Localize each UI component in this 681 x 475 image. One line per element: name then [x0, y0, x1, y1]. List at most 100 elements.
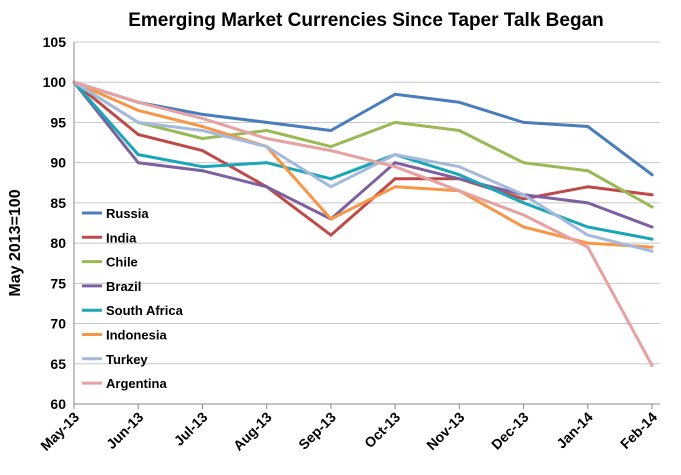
x-tick-label: May-13: [37, 409, 82, 454]
data-point-argentina: [393, 165, 397, 169]
x-tick-label: Jun-13: [103, 409, 146, 452]
data-point-russia: [522, 120, 526, 124]
series-line-brazil: [72, 80, 654, 229]
data-point-turkey: [650, 249, 654, 253]
data-point-turkey: [200, 128, 204, 132]
legend-label-turkey: Turkey: [106, 352, 148, 367]
y-tick-label: 60: [50, 396, 66, 412]
y-tick-label: 105: [43, 34, 67, 50]
x-tick-label: Feb-14: [617, 409, 660, 452]
data-point-turkey: [265, 145, 269, 149]
legend-label-brazil: Brazil: [106, 279, 141, 294]
data-point-south-africa: [522, 201, 526, 205]
chart-title: Emerging Market Currencies Since Taper T…: [128, 10, 604, 31]
data-point-argentina: [522, 213, 526, 217]
data-point-russia: [586, 124, 590, 128]
data-point-brazil: [586, 201, 590, 205]
data-point-argentina: [457, 189, 461, 193]
series-line-russia: [72, 80, 654, 177]
y-tick-label: 75: [50, 275, 66, 291]
x-tick-label: Oct-13: [361, 409, 403, 451]
data-point-argentina: [265, 137, 269, 141]
data-point-brazil: [136, 161, 140, 165]
y-tick-label: 95: [50, 114, 66, 130]
series-line-argentina: [72, 80, 654, 367]
data-point-south-africa: [650, 237, 654, 241]
data-point-india: [329, 233, 333, 237]
data-point-south-africa: [457, 173, 461, 177]
data-point-india: [650, 193, 654, 197]
y-tick-label: 90: [50, 155, 66, 171]
data-point-india: [586, 185, 590, 189]
data-point-brazil: [457, 177, 461, 181]
x-tick-label: Dec-13: [488, 409, 532, 453]
data-point-chile: [265, 128, 269, 132]
legend-label-india: India: [106, 230, 137, 245]
x-tick-label: Sep-13: [295, 409, 339, 453]
data-point-turkey: [136, 120, 140, 124]
data-point-chile: [200, 137, 204, 141]
legend-label-indonesia: Indonesia: [106, 328, 167, 343]
x-tick-label: Jan-14: [553, 409, 596, 452]
data-point-brazil: [265, 185, 269, 189]
data-point-indonesia: [136, 108, 140, 112]
y-tick-label: 100: [43, 74, 67, 90]
legend-label-russia: Russia: [106, 206, 149, 221]
y-tick-label: 65: [50, 356, 66, 372]
data-point-russia: [650, 173, 654, 177]
data-point-argentina: [200, 116, 204, 120]
data-point-india: [200, 149, 204, 153]
data-point-brazil: [200, 169, 204, 173]
data-point-chile: [522, 161, 526, 165]
data-point-indonesia: [200, 124, 204, 128]
data-point-turkey: [393, 153, 397, 157]
x-tick-label: Jul-13: [171, 409, 211, 449]
x-tick-label: Aug-13: [230, 409, 275, 454]
legend-label-chile: Chile: [106, 255, 138, 270]
data-point-chile: [457, 128, 461, 132]
y-axis-label: May 2013=100: [7, 189, 24, 296]
data-point-brazil: [650, 225, 654, 229]
y-tick-label: 80: [50, 235, 66, 251]
data-point-turkey: [522, 193, 526, 197]
data-point-russia: [329, 128, 333, 132]
axes: [73, 42, 660, 409]
y-tick-label: 70: [50, 316, 66, 332]
data-point-chile: [650, 205, 654, 209]
data-point-brazil: [393, 161, 397, 165]
data-point-indonesia: [650, 245, 654, 249]
data-point-argentina: [650, 363, 654, 367]
data-point-india: [522, 197, 526, 201]
gridlines: [74, 41, 660, 405]
data-point-argentina: [136, 100, 140, 104]
data-point-south-africa: [136, 153, 140, 157]
y-tick-labels: 60 65 70 75 80 85 90 95 100 105: [43, 34, 67, 412]
data-point-chile: [586, 169, 590, 173]
data-point-argentina: [586, 245, 590, 249]
data-point-russia: [265, 120, 269, 124]
data-point-russia: [457, 100, 461, 104]
data-point-south-africa: [329, 177, 333, 181]
series-line-turkey: [72, 80, 654, 253]
data-point-indonesia: [586, 241, 590, 245]
series-lines: [72, 80, 654, 367]
data-point-argentina: [329, 149, 333, 153]
y-tick-label: 85: [50, 195, 66, 211]
legend: Russia India Chile Brazil South Africa Indone…: [82, 206, 184, 391]
series-line-chile: [72, 80, 654, 209]
data-point-russia: [393, 92, 397, 96]
data-point-india: [136, 133, 140, 137]
legend-label-argentina: Argentina: [106, 376, 167, 391]
legend-label-south-africa: South Africa: [106, 303, 184, 318]
data-point-south-africa: [200, 165, 204, 169]
data-point-chile: [329, 145, 333, 149]
data-point-russia: [200, 112, 204, 116]
x-tick-label: Nov-13: [423, 409, 467, 453]
series-line-indonesia: [72, 80, 654, 249]
x-tick-labels: May-13 Jun-13 Jul-13 Aug-13 Sep-13 Oct-13 Nov-…: [37, 409, 660, 454]
data-point-indonesia: [393, 185, 397, 189]
data-point-india: [393, 177, 397, 181]
data-point-south-africa: [586, 225, 590, 229]
data-point-turkey: [329, 185, 333, 189]
